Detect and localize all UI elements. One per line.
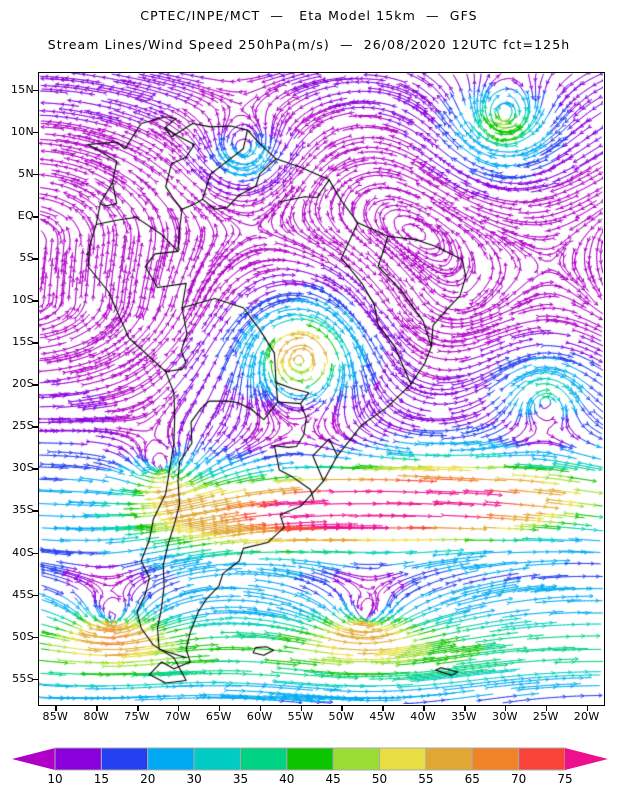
lon-tick-55W: 55W [281,710,321,723]
lat-tick-mark [33,300,38,302]
lat-tick-40S: 40S [2,546,34,559]
colorbar-band [380,748,426,770]
lon-tick-80W: 80W [76,710,116,723]
lon-tick-mark [219,706,221,711]
lat-tick-15N: 15N [2,83,34,96]
lat-tick-50S: 50S [2,630,34,643]
colorbar-over-arrow [565,748,608,770]
colorbar-band [148,748,194,770]
lat-tick-10S: 10S [2,293,34,306]
lon-tick-50W: 50W [321,710,361,723]
lat-tick-mark [33,637,38,639]
colorbar-tick-75: 75 [545,772,585,786]
colorbar-tick-10: 10 [35,772,75,786]
lat-tick-mark [33,384,38,386]
colorbar-tick-30: 30 [174,772,214,786]
lat-tick-45S: 45S [2,588,34,601]
lat-tick-mark [33,132,38,134]
colorbar-tick-40: 40 [267,772,307,786]
lat-tick-mark [33,216,38,218]
colorbar-band [101,748,147,770]
colorbar-tick-15: 15 [81,772,121,786]
colorbar-band [194,748,240,770]
colorbar-tick-45: 45 [313,772,353,786]
colorbar-tick-65: 65 [452,772,492,786]
page-title: CPTEC/INPE/MCT — Eta Model 15km — GFS [0,8,618,23]
lon-tick-70W: 70W [158,710,198,723]
lat-tick-mark [33,342,38,344]
colorbar-band [287,748,333,770]
lon-tick-75W: 75W [117,710,157,723]
colorbar-under-arrow [12,748,55,770]
colorbar-tick-50: 50 [360,772,400,786]
lat-tick-15S: 15S [2,335,34,348]
lat-tick-20S: 20S [2,377,34,390]
colorbar-tick-55: 55 [406,772,446,786]
colorbar-tick-35: 35 [220,772,260,786]
lat-tick-mark [33,426,38,428]
lon-tick-mark [464,706,466,711]
lon-tick-mark [301,706,303,711]
lat-tick-mark [33,174,38,176]
colorbar-band [333,748,379,770]
lat-tick-mark [33,90,38,92]
colorbar-band [519,748,565,770]
streamline-field-canvas [39,73,603,704]
lon-tick-20W: 20W [567,710,607,723]
lon-tick-mark [546,706,548,711]
lon-tick-mark [96,706,98,711]
lon-tick-85W: 85W [35,710,75,723]
lat-tick-30S: 30S [2,461,34,474]
lat-tick-mark [33,468,38,470]
lat-tick-10N: 10N [2,125,34,138]
colorbar-band [240,748,286,770]
lat-tick-mark [33,595,38,597]
colorbar-swatches [0,742,618,776]
chart-subtitle: Stream Lines/Wind Speed 250hPa(m/s) — 26… [0,37,618,52]
lon-tick-mark [341,706,343,711]
lat-tick-25S: 25S [2,419,34,432]
lat-tick-mark [33,679,38,681]
lat-tick-5S: 5S [2,251,34,264]
chart-title-block: CPTEC/INPE/MCT — Eta Model 15km — GFS St… [0,0,618,52]
colorbar-tick-20: 20 [128,772,168,786]
lon-tick-mark [505,706,507,711]
lat-tick-mark [33,553,38,555]
colorbar-band [55,748,101,770]
lon-tick-45W: 45W [362,710,402,723]
lon-tick-mark [137,706,139,711]
lon-tick-mark [587,706,589,711]
lon-tick-60W: 60W [240,710,280,723]
lat-tick-mark [33,258,38,260]
colorbar-band [472,748,518,770]
lat-tick-mark [33,510,38,512]
lon-tick-mark [423,706,425,711]
lat-tick-EQ: EQ [2,209,34,222]
colorbar-band [426,748,472,770]
lat-tick-35S: 35S [2,503,34,516]
lon-tick-mark [382,706,384,711]
lon-tick-mark [178,706,180,711]
lat-tick-55S: 55S [2,672,34,685]
lon-tick-40W: 40W [403,710,443,723]
lon-tick-65W: 65W [199,710,239,723]
lon-tick-25W: 25W [526,710,566,723]
lon-tick-mark [260,706,262,711]
lon-tick-mark [55,706,57,711]
colorbar-tick-70: 70 [499,772,539,786]
lat-tick-5N: 5N [2,167,34,180]
wind-speed-colorbar: 10 15 20 30 35 40 45 50 55 65 70 75 [0,742,618,798]
lon-tick-35W: 35W [444,710,484,723]
map-plot-area [38,72,605,706]
lon-tick-30W: 30W [485,710,525,723]
